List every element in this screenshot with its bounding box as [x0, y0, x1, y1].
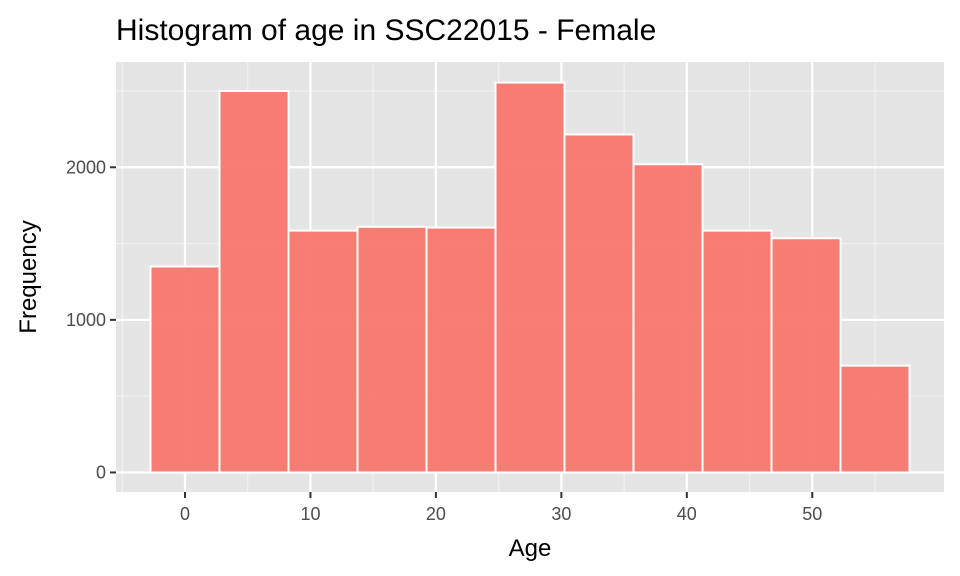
y-tick-label: 2000	[66, 157, 106, 177]
x-tick-label: 30	[551, 504, 571, 524]
y-axis-title: Frequency	[15, 220, 42, 333]
chart-title: Histogram of age in SSC22015 - Female	[116, 14, 656, 47]
x-axis-ticks: 0 10 20 30 40 50	[180, 492, 822, 524]
x-tick-label: 0	[180, 504, 190, 524]
histogram-bar	[563, 133, 635, 474]
histogram-bar	[839, 364, 911, 474]
histogram-bar	[218, 89, 290, 474]
histogram-bar	[494, 81, 566, 474]
y-tick-label: 0	[96, 462, 106, 482]
x-tick-label: 50	[802, 504, 822, 524]
x-axis-title: Age	[509, 535, 552, 562]
histogram-bar	[632, 163, 704, 474]
x-tick-label: 10	[300, 504, 320, 524]
y-axis-ticks: 0 1000 2000	[66, 157, 116, 482]
histogram-bar	[356, 225, 428, 474]
histogram-bar	[701, 229, 773, 474]
histogram-bar	[425, 226, 497, 474]
histogram-bar	[770, 237, 842, 474]
histogram-bar	[149, 265, 221, 474]
y-tick-label: 1000	[66, 310, 106, 330]
histogram-bar	[287, 229, 359, 474]
x-tick-label: 40	[677, 504, 697, 524]
x-tick-label: 20	[426, 504, 446, 524]
histogram-bars	[149, 81, 911, 474]
